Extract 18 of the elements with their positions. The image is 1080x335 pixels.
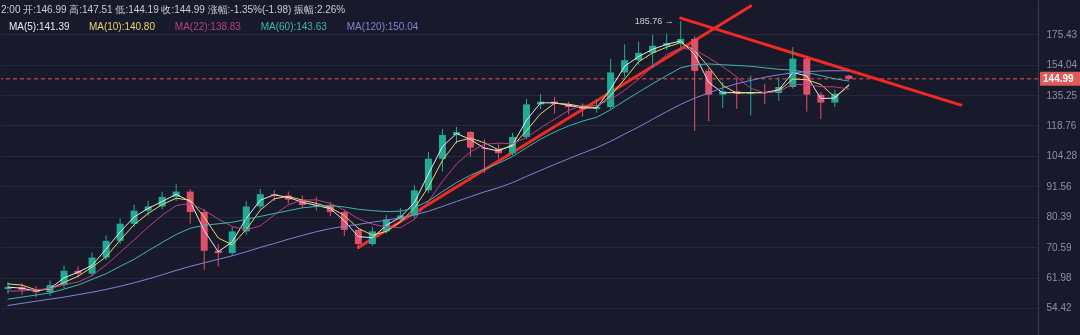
y-tick-label: 54.42 (1046, 302, 1072, 314)
y-tick-label: 70.59 (1046, 241, 1072, 253)
y-tick-label: 118.76 (1046, 119, 1077, 131)
y-tick-label: 154.04 (1046, 59, 1078, 71)
y-tick-label: 104.28 (1046, 150, 1078, 162)
y-tick-label: 135.25 (1046, 89, 1078, 101)
y-tick-label: 80.39 (1046, 211, 1072, 223)
y-tick-label: 91.56 (1046, 180, 1072, 192)
text: MA(5):141.39 (8, 21, 70, 33)
annotation: 2:00 开:146.99 高:147.51 低:144.19 收:144.99 涨幅:-1.35%(-1.98) 振幅:2.26% (1, 4, 346, 16)
annotation: 185.76 → (634, 15, 674, 26)
y-tick-label: 61.98 (1046, 272, 1072, 284)
y-tick-label: 175.43 (1046, 28, 1078, 40)
text: MA(22):138.83 (174, 21, 242, 33)
text: MA(10):140.80 (88, 21, 156, 33)
ref-line-label: 144.99 (1043, 72, 1075, 84)
text: MA(120):150.04 (346, 21, 419, 33)
text: MA(60):143.63 (260, 21, 328, 33)
